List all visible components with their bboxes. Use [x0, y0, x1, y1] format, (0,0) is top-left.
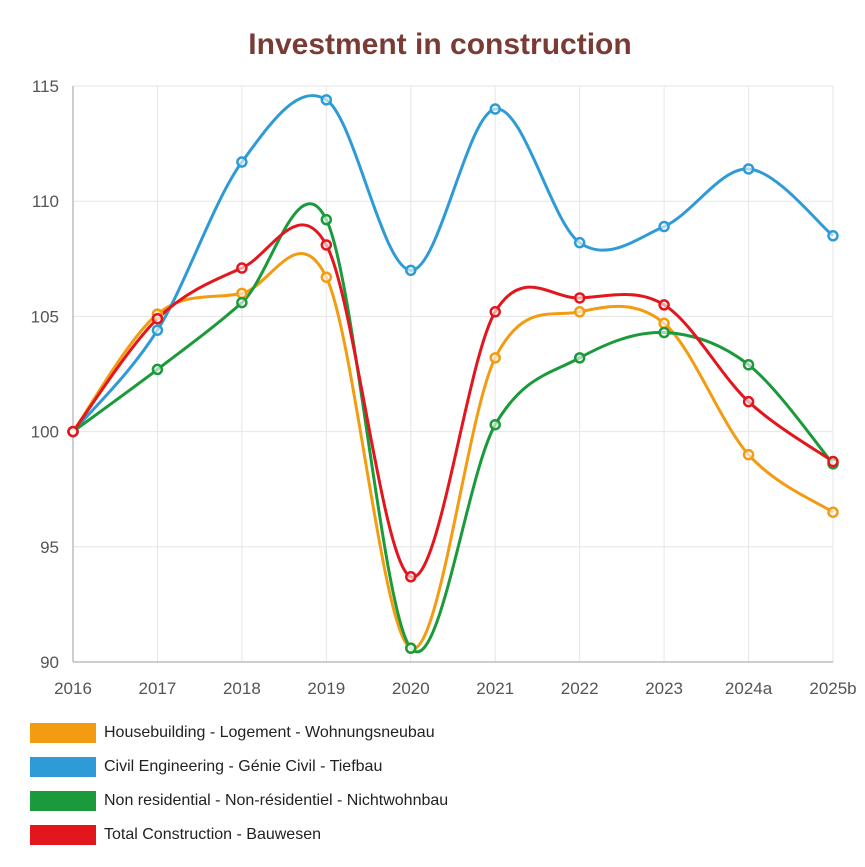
data-point	[489, 306, 501, 318]
x-tick-label: 2023	[645, 679, 683, 698]
data-point	[151, 324, 164, 336]
legend-item[interactable]: Total Construction - Bauwesen	[30, 824, 448, 846]
data-point	[236, 262, 248, 274]
x-tick-label: 2022	[561, 679, 599, 698]
x-tick-label: 2021	[476, 679, 514, 698]
data-point	[67, 425, 79, 438]
legend-swatch	[30, 791, 96, 811]
data-point	[658, 317, 670, 330]
data-point	[658, 220, 670, 233]
data-point	[489, 418, 501, 431]
data-point	[236, 287, 248, 300]
legend-item[interactable]: Civil Engineering - Génie Civil - Tiefba…	[30, 756, 448, 778]
y-tick-label: 90	[40, 653, 59, 672]
line-chart: 90 95 100 105 110 115 2016 2017 2018 2019 2020 2021…	[31, 77, 857, 698]
data-point	[320, 271, 333, 283]
legend-swatch	[30, 723, 96, 743]
legend-item[interactable]: Housebuilding - Logement - Wohnungsneuba…	[30, 722, 448, 744]
data-point	[236, 296, 248, 309]
legend-label: Total Construction - Bauwesen	[104, 826, 321, 843]
y-tick-label: 100	[31, 423, 59, 442]
y-tick-label: 105	[31, 307, 59, 326]
data-point	[151, 312, 164, 325]
data-point	[827, 230, 839, 242]
x-tick-label: 2016	[54, 679, 92, 698]
data-point	[236, 156, 248, 168]
data-point	[320, 213, 333, 226]
data-point	[489, 103, 501, 115]
x-tick-label: 2019	[307, 679, 345, 698]
data-point	[405, 642, 417, 654]
series-line-3	[72, 202, 835, 654]
data-point	[742, 448, 755, 461]
grid	[72, 85, 834, 663]
chart-title: Investment in construction	[248, 28, 632, 61]
series-line-1	[71, 252, 834, 650]
data-point	[658, 299, 670, 311]
legend-label: Civil Engineering - Génie Civil - Tiefba…	[104, 758, 383, 775]
legend-swatch	[30, 757, 96, 777]
legend-label: Non residential - Non-résidentiel - Nich…	[104, 792, 449, 809]
data-point	[320, 94, 333, 106]
series-lines	[71, 94, 835, 654]
data-point	[742, 395, 755, 408]
data-point	[320, 239, 333, 251]
data-point	[489, 352, 501, 364]
data-point	[827, 455, 839, 468]
x-tick-label: 2025b	[809, 679, 856, 698]
x-tick-label: 2017	[139, 679, 177, 698]
series-line-4	[71, 223, 834, 579]
data-point	[151, 363, 164, 376]
y-tick-label: 115	[32, 77, 59, 96]
data-point	[405, 571, 417, 583]
y-tick-label: 110	[32, 192, 59, 211]
legend: Housebuilding - Logement - Wohnungsneuba…	[30, 722, 448, 858]
data-point	[658, 326, 670, 339]
legend-item[interactable]: Non residential - Non-résidentiel - Nich…	[30, 790, 448, 812]
series-line-2	[71, 94, 834, 433]
data-point	[742, 163, 755, 175]
data-points	[67, 94, 839, 654]
data-point	[742, 359, 755, 371]
data-point	[573, 292, 586, 304]
data-point	[573, 352, 586, 364]
x-tick-label: 2020	[392, 679, 430, 698]
data-point	[405, 264, 417, 277]
axes: 90 95 100 105 110 115 2016 2017 2018 2019 2020 2021…	[31, 77, 857, 698]
data-point	[573, 236, 586, 249]
legend-swatch	[30, 825, 96, 845]
x-tick-label: 2018	[223, 679, 261, 698]
legend-label: Housebuilding - Logement - Wohnungsneuba…	[104, 724, 435, 741]
x-tick-label: 2024a	[725, 679, 773, 698]
data-point	[827, 506, 839, 518]
y-tick-label: 95	[40, 538, 59, 557]
data-point	[573, 306, 586, 318]
